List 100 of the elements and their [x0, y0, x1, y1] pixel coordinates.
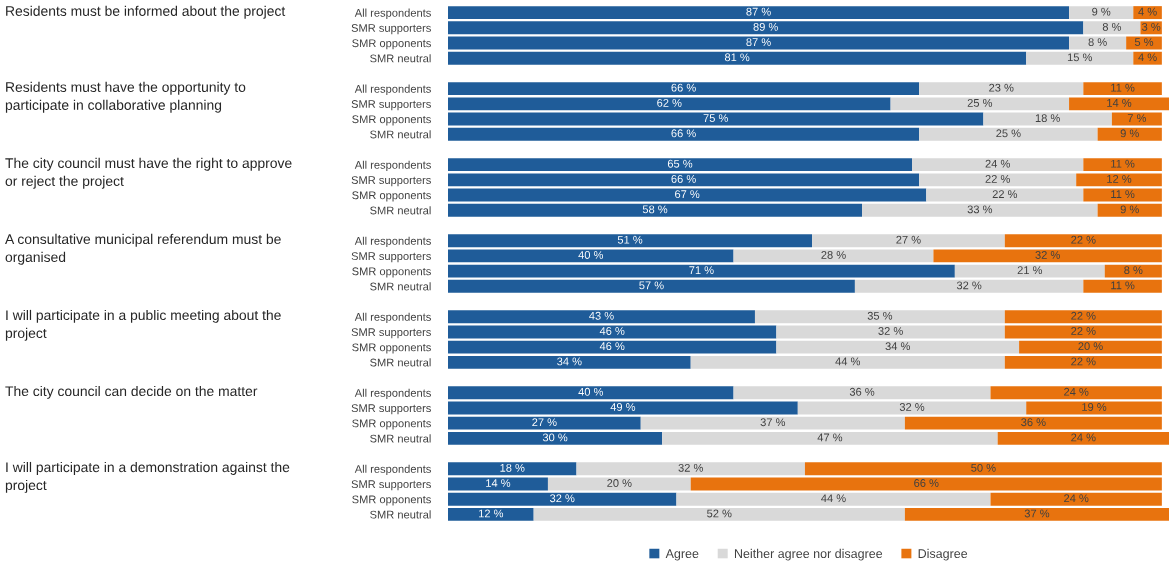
bar	[1083, 82, 1162, 96]
data-label: 25 %	[996, 129, 1021, 138]
data-label: 34 %	[885, 342, 910, 351]
data-label: 32 %	[956, 281, 982, 290]
data-label: 28 %	[821, 251, 846, 259]
y-tick-label: All respondents	[354, 312, 431, 324]
bar	[733, 249, 934, 263]
bar	[448, 203, 863, 217]
text: Residents must have the opportunity to participate in collaborative planning	[5, 81, 246, 113]
y-tick-label: SMR opponents	[352, 495, 431, 506]
data-label: 12 %	[1107, 174, 1132, 183]
data-label: 32 %	[549, 494, 575, 503]
data-label: 37 %	[1024, 509, 1050, 518]
y-tick-label: SMR opponents	[352, 115, 431, 126]
bar	[448, 386, 734, 400]
data-label: 18 %	[1035, 114, 1060, 123]
y-tick-label: SMR supporters	[351, 480, 431, 491]
bar	[448, 431, 663, 445]
bar	[933, 249, 1162, 263]
data-label: 33 %	[967, 205, 993, 214]
bar	[776, 325, 1005, 339]
bar	[448, 264, 955, 278]
bar	[576, 462, 805, 476]
data-label: 30 %	[542, 433, 568, 442]
data-label: 43 %	[589, 311, 614, 320]
data-label: 47 %	[817, 433, 843, 442]
bar	[676, 492, 991, 506]
bar	[448, 310, 755, 324]
data-label: 11 %	[1111, 190, 1135, 199]
y-tick-label: SMR supporters	[351, 176, 431, 187]
data-label: 50 %	[971, 463, 996, 472]
data-label: 19 %	[1082, 403, 1107, 411]
data-label: 9 %	[1120, 129, 1139, 138]
data-label: 40 %	[578, 387, 604, 396]
bar	[448, 234, 813, 248]
legend-label: Disagree	[918, 548, 968, 561]
y-tick-label: All respondents	[354, 84, 431, 95]
data-label: 52 %	[707, 509, 732, 518]
y-tick-label: SMR supporters	[351, 252, 431, 263]
data-label: 21 %	[1017, 266, 1043, 275]
data-label: 4 %	[1138, 7, 1157, 16]
data-label: 24 %	[1071, 433, 1096, 442]
data-label: 4 %	[1138, 53, 1157, 62]
data-label: 40 %	[578, 251, 604, 259]
bar	[448, 462, 577, 476]
data-label: 71 %	[689, 266, 714, 275]
data-label: 62 %	[657, 98, 682, 107]
bar	[812, 234, 1005, 248]
bar	[1004, 325, 1162, 339]
data-label: 89 %	[753, 22, 778, 31]
data-label: 66 %	[671, 174, 696, 183]
y-tick-label: SMR supporters	[351, 328, 431, 339]
bar	[448, 6, 1070, 20]
data-label: 8 %	[1088, 38, 1107, 46]
bar	[733, 386, 991, 400]
data-label: 12 %	[479, 509, 504, 518]
data-label: 49 %	[610, 403, 636, 411]
y-tick-label: SMR neutral	[370, 206, 431, 215]
y-tick-label: SMR opponents	[352, 191, 431, 202]
data-label: 24 %	[1064, 387, 1089, 396]
bar	[448, 340, 777, 354]
bar	[448, 173, 920, 187]
bar	[1133, 51, 1162, 65]
data-label: 24 %	[1064, 494, 1089, 503]
bar	[754, 310, 1005, 324]
bar	[1076, 173, 1162, 187]
bar	[448, 279, 855, 293]
y-tick-label: All respondents	[354, 464, 431, 476]
bar	[912, 158, 1084, 172]
data-label: 18 %	[500, 463, 525, 472]
data-label: 67 %	[675, 190, 700, 199]
bar	[919, 127, 1098, 141]
bar	[640, 416, 905, 430]
text: The city council can decide on the matter	[5, 385, 258, 399]
bar	[448, 21, 1084, 35]
bar	[990, 492, 1162, 506]
y-tick-label: SMR neutral	[370, 510, 431, 519]
bar	[448, 112, 984, 126]
bar	[448, 82, 920, 96]
bar	[904, 416, 1162, 430]
data-label: 20 %	[607, 479, 632, 487]
data-label: 24 %	[985, 159, 1010, 168]
y-tick-label: All respondents	[354, 160, 431, 171]
bar	[904, 507, 1169, 521]
y-tick-label: SMR opponents	[352, 419, 431, 430]
bar	[533, 507, 905, 521]
data-label: 66 %	[671, 83, 696, 92]
bar	[1026, 401, 1162, 415]
data-label: 22 %	[1071, 357, 1096, 366]
bar	[990, 386, 1162, 400]
y-tick-label: SMR supporters	[351, 24, 431, 35]
data-label: 36 %	[849, 387, 875, 396]
bar	[448, 355, 691, 369]
data-label: 44 %	[835, 357, 861, 366]
data-label: 46 %	[599, 327, 625, 335]
bar	[1083, 279, 1162, 293]
data-label: 37 %	[760, 418, 786, 427]
bar	[448, 36, 1070, 50]
bar	[448, 507, 534, 521]
text: The city council must have the right to approve or reject the project	[5, 157, 292, 189]
